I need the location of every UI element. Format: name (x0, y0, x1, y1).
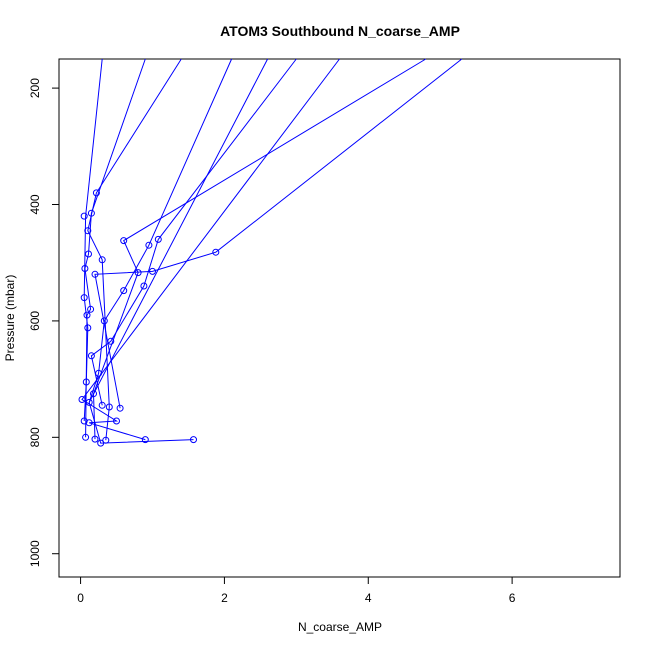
x-tick-label: 6 (509, 591, 516, 605)
data-point (102, 436, 110, 444)
data-point (98, 401, 106, 409)
data-point (92, 189, 100, 197)
x-axis-label: N_coarse_AMP (298, 620, 382, 634)
x-tick-label: 2 (221, 591, 228, 605)
profile-traces (81, 58, 463, 444)
data-point (95, 369, 103, 377)
y-tick-label: 600 (28, 311, 42, 331)
data-point (82, 378, 90, 386)
data-point (91, 270, 99, 278)
profile-trace (88, 58, 269, 444)
data-point (141, 436, 149, 444)
data-point (105, 403, 113, 411)
data-point (78, 396, 86, 403)
data-point (87, 209, 95, 217)
profile-trace (92, 58, 427, 440)
profile-trace (94, 58, 463, 409)
data-point (82, 433, 90, 441)
data-point (84, 324, 92, 332)
data-point (81, 265, 89, 272)
y-tick-label: 200 (28, 78, 42, 98)
y-tick-label: 1000 (28, 540, 42, 567)
data-point (85, 398, 93, 406)
data-point (107, 337, 115, 345)
y-tick-label: 400 (28, 194, 42, 214)
profile-trace (88, 58, 233, 403)
chart-title: ATOM3 Southbound N_coarse_AMP (220, 23, 460, 39)
data-point (113, 417, 120, 425)
data-point (100, 317, 108, 325)
y-tick-label: 800 (28, 427, 42, 447)
data-point (85, 419, 93, 427)
data-points (78, 189, 220, 447)
data-point (80, 212, 88, 220)
y-axis: 200 400 600 800 1000 (28, 78, 60, 567)
data-point (91, 435, 99, 443)
data-point (190, 436, 197, 444)
data-point (87, 352, 95, 360)
data-point (120, 287, 128, 295)
data-point (116, 404, 124, 412)
y-axis-label: Pressure (mbar) (3, 275, 17, 362)
data-point (154, 235, 162, 243)
profile-trace (87, 58, 182, 441)
data-point (90, 390, 97, 398)
data-point (87, 305, 95, 313)
data-point (98, 256, 106, 264)
profile-trace (81, 58, 340, 441)
data-point (97, 439, 105, 447)
data-point (134, 269, 142, 277)
data-point (140, 282, 148, 290)
data-point (85, 250, 92, 258)
data-point (80, 294, 88, 302)
profile-trace (90, 58, 297, 406)
data-point (84, 227, 92, 235)
data-point (149, 267, 156, 275)
x-axis: 0 2 4 6 (77, 576, 516, 605)
data-point (83, 311, 91, 319)
data-point (145, 241, 153, 249)
data-point (120, 237, 128, 245)
x-tick-label: 4 (365, 591, 372, 605)
data-point (212, 248, 220, 256)
x-tick-label: 0 (77, 591, 84, 605)
